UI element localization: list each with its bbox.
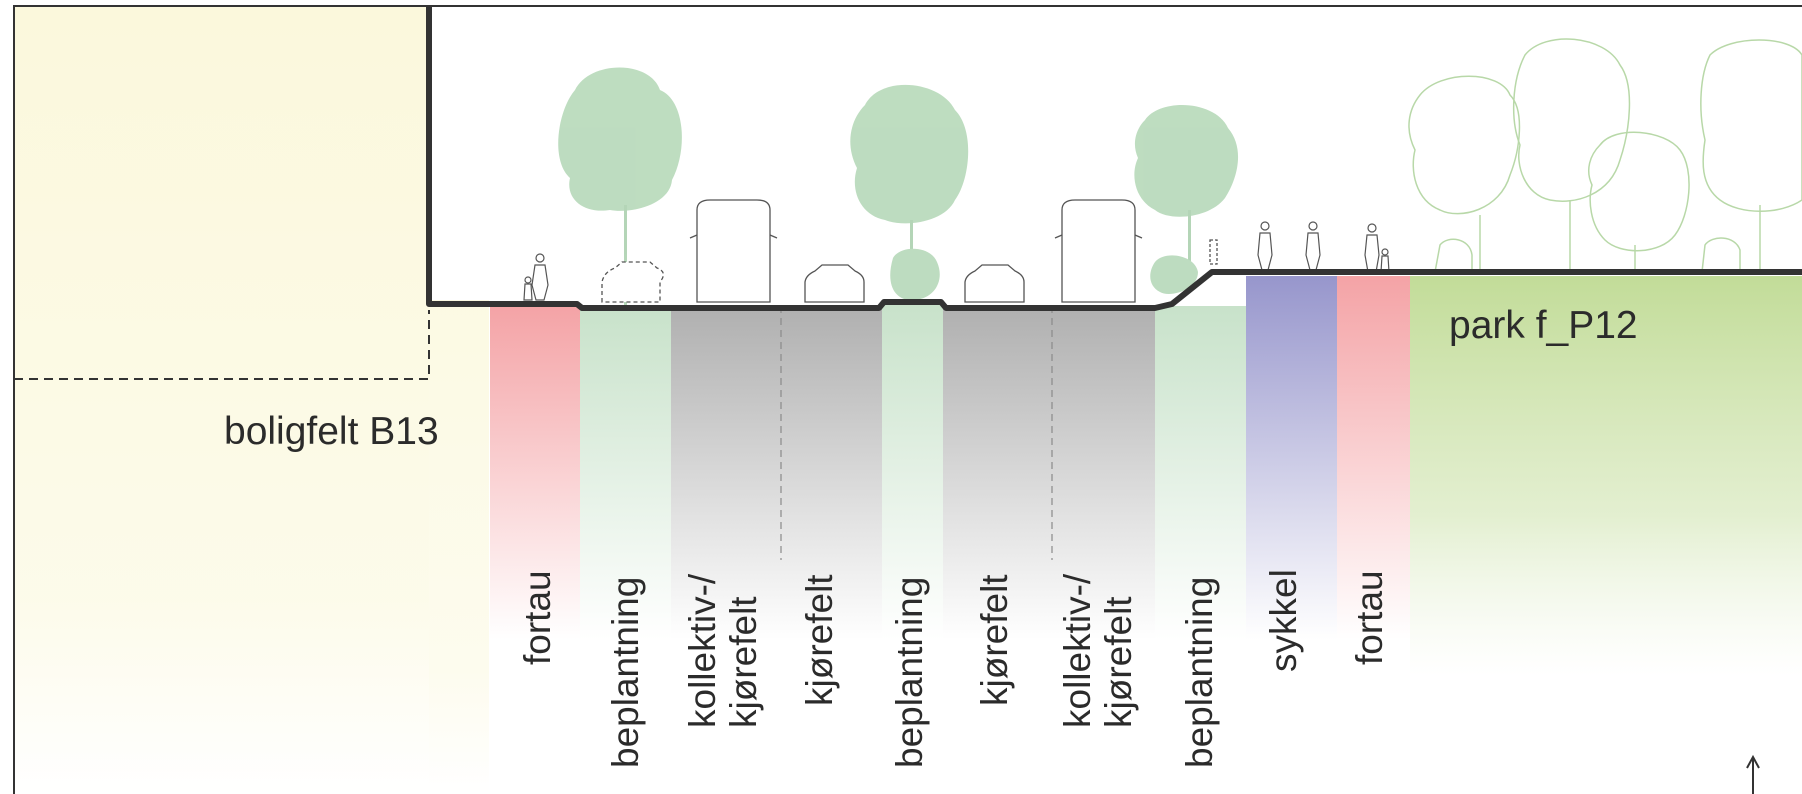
lane-band-bike <box>1246 276 1337 640</box>
lane-band-sidewalk <box>1337 276 1410 640</box>
tree-canopy <box>1134 105 1239 217</box>
sign-icon <box>1209 239 1218 265</box>
vehicles <box>601 199 1218 303</box>
tree-outline <box>1512 38 1631 202</box>
shrub <box>1150 255 1198 294</box>
lane-label: beplantning <box>1179 576 1220 768</box>
lane-band-road <box>943 308 1155 640</box>
lane-bands <box>490 276 1410 640</box>
car-icon <box>804 264 865 303</box>
tree-canopy <box>850 84 969 224</box>
lane-band-planting <box>580 308 671 640</box>
tree-outline <box>1588 131 1690 252</box>
frame <box>13 5 1802 794</box>
pedestrians <box>523 221 1390 301</box>
property-line <box>14 310 430 380</box>
park-area-label: park f_P12 <box>1449 304 1638 347</box>
lane-band-road <box>671 308 882 640</box>
car-icon <box>964 264 1025 303</box>
lane-label: fortau <box>517 570 558 665</box>
bus-icon <box>1061 199 1136 303</box>
shrub-outline <box>1434 238 1473 273</box>
lane-label: kollektiv-/ kjørefelt <box>682 573 764 728</box>
car-icon <box>601 261 664 303</box>
residential-lower <box>429 300 489 794</box>
lane-label: beplantning <box>605 576 646 768</box>
street-trees <box>558 67 1239 305</box>
lane-label: kollektiv-/ kjørefelt <box>1057 573 1139 728</box>
lane-label: beplantning <box>889 576 930 768</box>
person-icon <box>531 264 549 301</box>
lane-band-sidewalk <box>490 306 580 640</box>
tree-trunk <box>1188 210 1191 280</box>
lane-label: kjørefelt <box>974 574 1015 706</box>
lane-band-planting <box>1155 306 1246 640</box>
shrub-outline <box>1701 237 1741 273</box>
lane-label: sykkel <box>1263 569 1304 672</box>
person-icon <box>1364 234 1380 273</box>
north-arrow-icon <box>1746 754 1760 794</box>
cyclist-icon <box>1257 232 1273 271</box>
park-trees <box>1408 38 1802 273</box>
park-area <box>1410 276 1802 676</box>
lane-band-planting <box>882 304 943 640</box>
shrub <box>890 248 940 301</box>
tree-canopy <box>558 67 682 211</box>
cyclist-icon <box>1305 232 1321 271</box>
residential-area <box>14 6 429 794</box>
ground-line <box>426 6 1802 311</box>
tree-outline <box>1408 75 1521 215</box>
lane-label: kjørefelt <box>799 574 840 706</box>
tree-trunk <box>624 205 627 305</box>
residential-area-label: boligfelt B13 <box>224 410 439 453</box>
bus-icon <box>696 199 771 303</box>
lane-label: fortau <box>1349 570 1390 665</box>
tree-outline <box>1700 39 1802 212</box>
